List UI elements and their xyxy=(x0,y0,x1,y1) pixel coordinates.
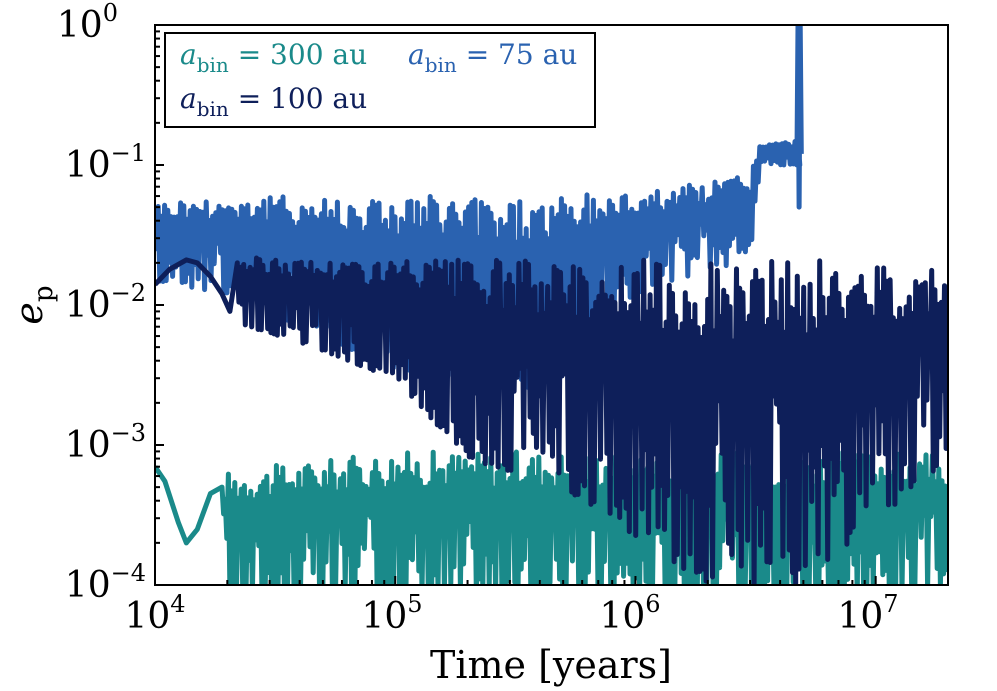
legend-entry-2: abin = 100 au xyxy=(180,82,367,121)
x-axis-label: Time [years] xyxy=(430,643,672,687)
x-tick-label-2: 106 xyxy=(599,590,660,637)
x-tick-label-3: 107 xyxy=(837,590,898,637)
legend-entry-1: abin = 75 au xyxy=(408,38,577,77)
series-line-abin-300 xyxy=(155,449,948,585)
y-tick-label-1: 10−1 xyxy=(65,139,146,186)
x-tick-label-1: 105 xyxy=(361,590,422,637)
x-tick-label-0: 104 xyxy=(124,590,185,637)
legend-entry-0: abin = 300 au xyxy=(180,38,367,77)
y-tick-label-4: 10−4 xyxy=(65,559,146,606)
y-axis-label-sub: p xyxy=(29,285,59,302)
series-layer xyxy=(155,25,948,585)
ticks-layer xyxy=(154,24,949,586)
svg-text:ep: ep xyxy=(7,285,59,324)
y-axis-label: ep xyxy=(7,285,59,324)
y-tick-label-0: 100 xyxy=(57,0,118,46)
series-line-abin-100 xyxy=(155,255,948,585)
y-axis-label-var: e xyxy=(7,302,51,325)
legend: abin = 300 au abin = 75 au abin = 100 au xyxy=(164,32,596,128)
y-tick-label-3: 10−3 xyxy=(65,419,146,466)
y-tick-label-2: 10−2 xyxy=(65,279,146,326)
legend-box xyxy=(164,32,596,128)
series-line-abin-75 xyxy=(155,25,804,390)
